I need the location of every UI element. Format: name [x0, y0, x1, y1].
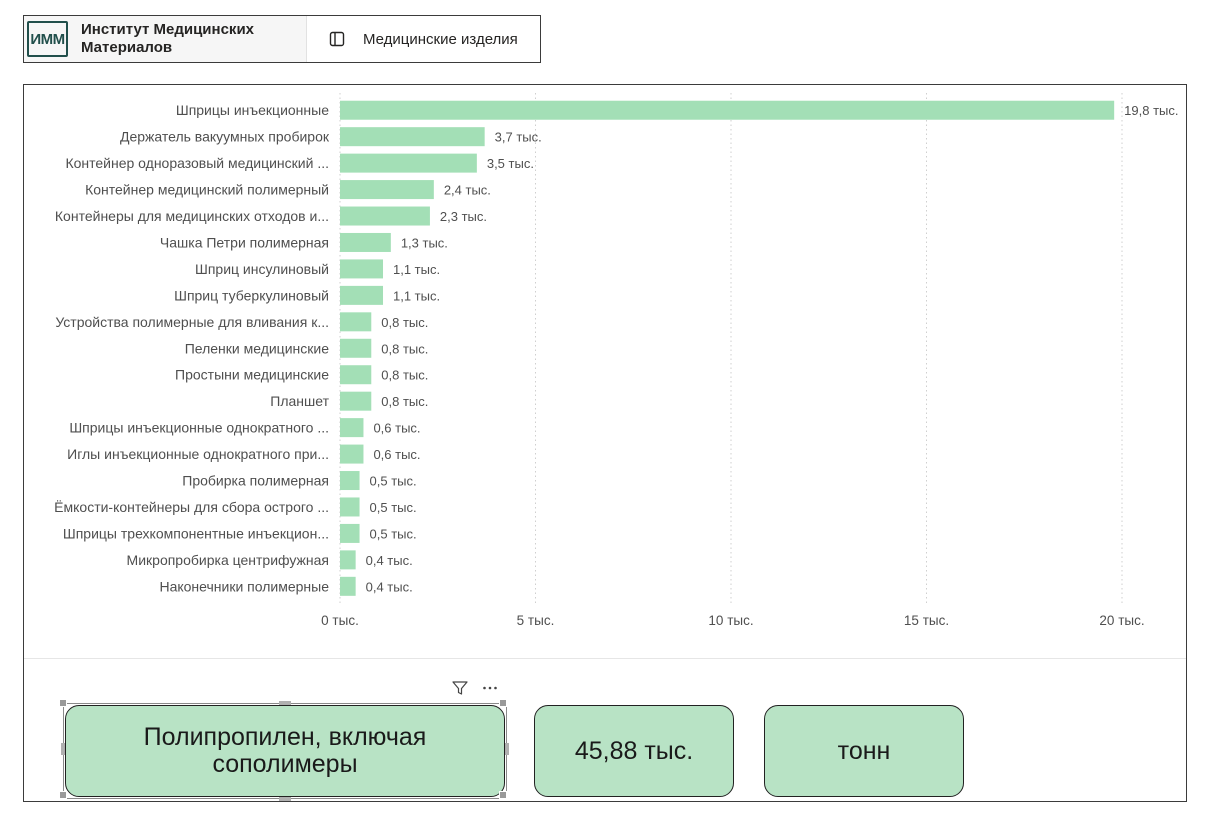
resize-handle[interactable] [59, 699, 67, 707]
resize-handle[interactable] [59, 791, 67, 799]
category-label: Планшет [270, 393, 329, 409]
x-tick-label: 15 тыс. [904, 613, 949, 628]
resize-handle[interactable] [279, 797, 291, 801]
report-header: ИММ Институт Медицинских Материалов Меди… [23, 15, 541, 63]
bar[interactable] [340, 391, 372, 411]
bar[interactable] [340, 312, 372, 332]
bar-chart: 0 тыс. 5 тыс. 10 тыс. 15 тыс. 20 тыс. Шприцы … [54, 93, 1179, 628]
bar[interactable] [340, 550, 356, 570]
org-logo: ИММ [27, 21, 68, 57]
org-name: Институт Медицинских Материалов [81, 21, 255, 56]
data-label: 1,1 тыс. [393, 262, 440, 277]
data-label: 0,8 тыс. [381, 341, 428, 356]
nav-item-medical-devices[interactable]: Медицинские изделия [307, 16, 518, 62]
category-label: Шприц туберкулиновый [174, 287, 329, 303]
resize-handle[interactable] [505, 743, 509, 755]
data-label: 0,4 тыс. [366, 553, 413, 568]
bar[interactable] [340, 206, 430, 226]
category-label: Простыни медицинские [175, 367, 329, 383]
unit-label: тонн [837, 736, 891, 765]
bar[interactable] [340, 180, 434, 200]
unit-card[interactable]: тонн [764, 705, 964, 797]
nav-label: Медицинские изделия [363, 30, 518, 48]
report-canvas: 0 тыс. 5 тыс. 10 тыс. 15 тыс. 20 тыс. Шприцы … [23, 84, 1187, 802]
category-label: Контейнер медицинский полимерный [85, 182, 329, 198]
material-card[interactable]: Полипропилен, включая сополимеры [65, 705, 505, 797]
data-label: 0,4 тыс. [366, 579, 413, 594]
filter-icon[interactable] [451, 679, 469, 697]
org-branding: ИММ Институт Медицинских Материалов [24, 16, 307, 62]
category-label: Контейнеры для медицинских отходов и... [55, 208, 329, 224]
category-label: Микропробирка центрифужная [127, 552, 329, 568]
bar[interactable] [340, 523, 360, 543]
category-label: Иглы инъекционные однократного при... [67, 446, 329, 462]
category-label: Наконечники полимерные [159, 578, 329, 594]
divider [24, 658, 1186, 659]
resize-handle[interactable] [499, 791, 507, 799]
quantity-card[interactable]: 45,88 тыс. [534, 705, 734, 797]
data-label: 0,5 тыс. [370, 474, 417, 489]
bar[interactable] [340, 418, 364, 438]
data-label: 0,8 тыс. [381, 315, 428, 330]
category-label: Контейнер одноразовый медицинский ... [65, 155, 329, 171]
category-label: Шприцы инъекционные однократного ... [69, 420, 329, 436]
bar[interactable] [340, 576, 356, 596]
data-label: 3,5 тыс. [487, 156, 534, 171]
category-label: Держатель вакуумных пробирок [120, 129, 330, 145]
data-label: 0,6 тыс. [373, 447, 420, 462]
resize-handle[interactable] [61, 743, 65, 755]
bar[interactable] [340, 232, 391, 252]
category-label: Устройства полимерные для вливания к... [55, 314, 329, 330]
bar[interactable] [340, 259, 384, 279]
resize-handle[interactable] [499, 699, 507, 707]
x-tick-label: 10 тыс. [708, 613, 753, 628]
bar[interactable] [340, 497, 360, 517]
category-label: Пробирка полимерная [182, 473, 329, 489]
x-tick-label: 0 тыс. [321, 613, 359, 628]
quantity-value: 45,88 тыс. [574, 736, 694, 765]
bar[interactable] [340, 285, 384, 305]
bar[interactable] [340, 471, 360, 491]
category-label: Ёмкости-контейнеры для сбора острого ... [54, 499, 329, 515]
data-label: 0,5 тыс. [370, 500, 417, 515]
data-label: 19,8 тыс. [1124, 103, 1178, 118]
category-label: Чашка Петри полимерная [160, 234, 329, 250]
category-label: Шприцы инъекционные [176, 102, 329, 118]
resize-handle[interactable] [279, 701, 291, 705]
category-label: Шприц инсулиновый [195, 261, 329, 277]
x-tick-label: 5 тыс. [517, 613, 555, 628]
bar[interactable] [340, 153, 477, 173]
data-label: 0,8 тыс. [381, 394, 428, 409]
data-label: 1,1 тыс. [393, 288, 440, 303]
data-label: 0,8 тыс. [381, 368, 428, 383]
data-label: 3,7 тыс. [495, 130, 542, 145]
visual-header [451, 679, 499, 697]
data-label: 2,3 тыс. [440, 209, 487, 224]
x-tick-label: 20 тыс. [1099, 613, 1144, 628]
category-label: Шприцы трехкомпонентные инъекцион... [63, 525, 329, 541]
panel-icon [329, 31, 345, 47]
bar[interactable] [340, 338, 372, 358]
data-label: 0,6 тыс. [373, 421, 420, 436]
data-label: 0,5 тыс. [370, 526, 417, 541]
bar[interactable] [340, 444, 364, 464]
data-label: 1,3 тыс. [401, 235, 448, 250]
bar[interactable] [340, 100, 1115, 120]
more-options-icon[interactable] [481, 679, 499, 697]
material-name: Полипропилен, включая сополимеры [143, 723, 427, 778]
bar[interactable] [340, 365, 372, 385]
category-label: Пеленки медицинские [185, 340, 330, 356]
data-label: 2,4 тыс. [444, 183, 491, 198]
bar[interactable] [340, 127, 485, 147]
